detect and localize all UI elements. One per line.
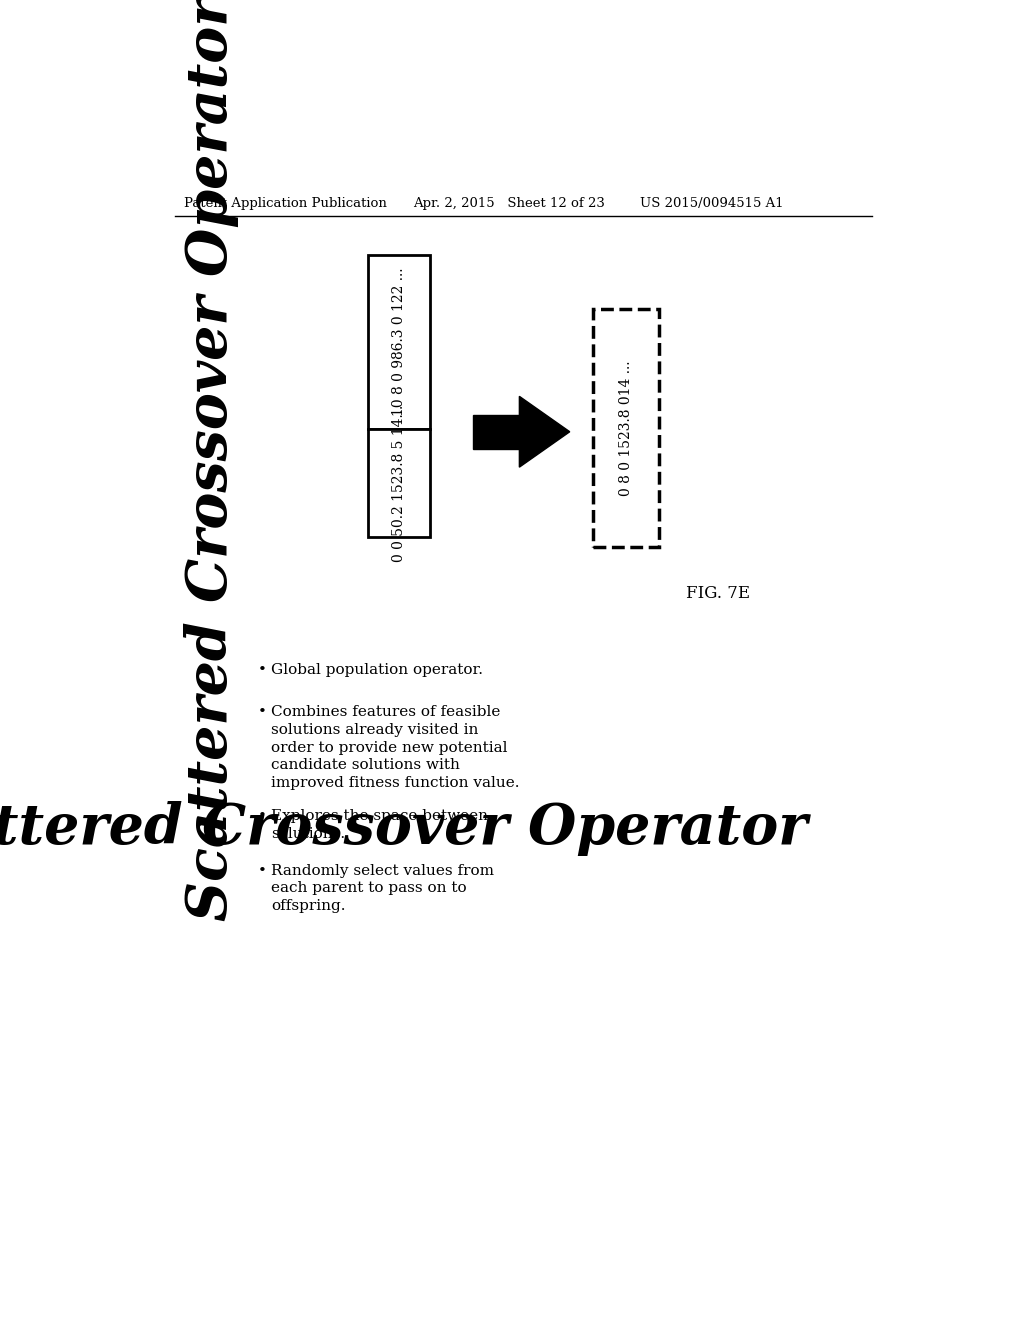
Text: FIG. 7E: FIG. 7E (686, 585, 751, 602)
Text: •: • (257, 663, 266, 677)
Text: Scattered Crossover Operator: Scattered Crossover Operator (0, 801, 807, 855)
Text: improved fitness function value.: improved fitness function value. (271, 776, 520, 789)
Text: •: • (257, 863, 266, 878)
Bar (593, 309, 658, 548)
Text: •: • (257, 705, 266, 719)
Text: Patent Application Publication: Patent Application Publication (183, 197, 387, 210)
Text: solutions.: solutions. (271, 826, 345, 841)
Text: Combines features of feasible: Combines features of feasible (271, 705, 501, 719)
Text: •: • (257, 809, 266, 824)
Polygon shape (519, 396, 569, 467)
Bar (473, 414, 519, 449)
Text: Global population operator.: Global population operator. (271, 663, 483, 677)
Text: candidate solutions with: candidate solutions with (271, 758, 460, 772)
Text: solutions already visited in: solutions already visited in (271, 723, 479, 737)
Text: Randomly select values from: Randomly select values from (271, 863, 495, 878)
Text: offspring.: offspring. (271, 899, 346, 913)
Text: 0 8 0 1523.8 014 ...: 0 8 0 1523.8 014 ... (618, 360, 633, 495)
Bar (369, 255, 430, 429)
Text: order to provide new potential: order to provide new potential (271, 741, 508, 755)
Text: 0 0 50.2 1523.8 5 14...: 0 0 50.2 1523.8 5 14... (392, 405, 407, 562)
Text: Apr. 2, 2015   Sheet 12 of 23: Apr. 2, 2015 Sheet 12 of 23 (414, 197, 605, 210)
Text: 10 8 0 986.3 0 122 ...: 10 8 0 986.3 0 122 ... (392, 268, 407, 416)
Bar (369, 429, 430, 537)
Text: Explores the space between: Explores the space between (271, 809, 488, 824)
Text: each parent to pass on to: each parent to pass on to (271, 882, 467, 895)
Text: Scattered Crossover Operator: Scattered Crossover Operator (184, 0, 240, 921)
Text: US 2015/0094515 A1: US 2015/0094515 A1 (640, 197, 783, 210)
